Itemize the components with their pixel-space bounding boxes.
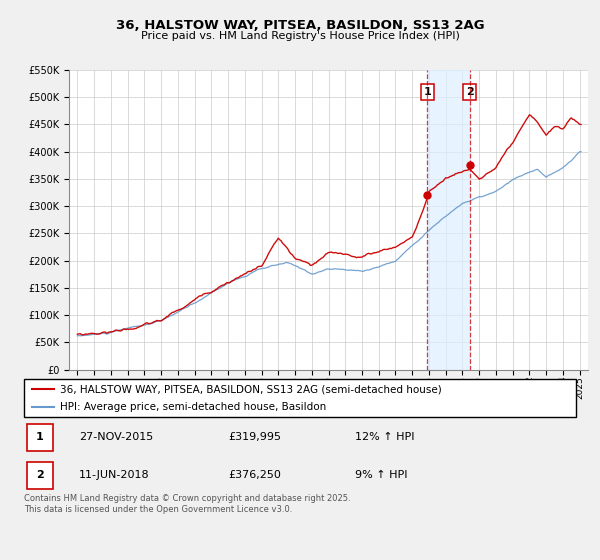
Text: 9% ↑ HPI: 9% ↑ HPI [355, 470, 408, 480]
Text: 11-JUN-2018: 11-JUN-2018 [79, 470, 150, 480]
Text: 27-NOV-2015: 27-NOV-2015 [79, 432, 154, 442]
Bar [27, 462, 53, 489]
Text: 2: 2 [36, 470, 44, 480]
Text: Contains HM Land Registry data © Crown copyright and database right 2025.
This d: Contains HM Land Registry data © Crown c… [24, 494, 350, 514]
Text: £319,995: £319,995 [228, 432, 281, 442]
Text: 36, HALSTOW WAY, PITSEA, BASILDON, SS13 2AG: 36, HALSTOW WAY, PITSEA, BASILDON, SS13 … [116, 18, 484, 32]
Text: HPI: Average price, semi-detached house, Basildon: HPI: Average price, semi-detached house,… [60, 402, 326, 412]
Text: 36, HALSTOW WAY, PITSEA, BASILDON, SS13 2AG (semi-detached house): 36, HALSTOW WAY, PITSEA, BASILDON, SS13 … [60, 384, 442, 394]
Text: 1: 1 [36, 432, 44, 442]
Text: Price paid vs. HM Land Registry's House Price Index (HPI): Price paid vs. HM Land Registry's House … [140, 31, 460, 41]
Text: 2: 2 [466, 87, 473, 97]
Text: 12% ↑ HPI: 12% ↑ HPI [355, 432, 415, 442]
Text: 1: 1 [424, 87, 431, 97]
Bar [427, 70, 470, 370]
Bar [27, 424, 53, 451]
Text: £376,250: £376,250 [228, 470, 281, 480]
